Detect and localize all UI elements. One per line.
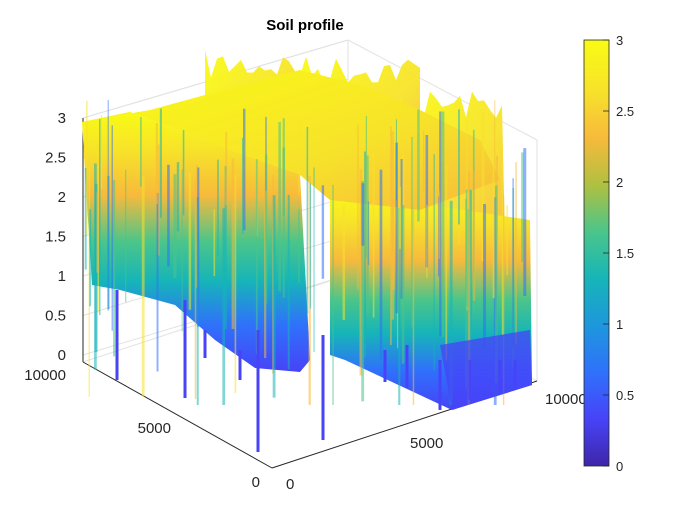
z-tick-label: 3 bbox=[58, 110, 66, 127]
z-tick-label: 1 bbox=[58, 268, 66, 285]
colorbar-tick-label: 0 bbox=[616, 459, 623, 474]
z-tick-label: 1.5 bbox=[45, 229, 66, 246]
y-axis-ticks: 0 5000 10000 bbox=[24, 367, 260, 491]
colorbar-tick-label: 1.5 bbox=[616, 246, 634, 261]
z-tick-label: 0.5 bbox=[45, 308, 66, 325]
z-tick-label: 2.5 bbox=[45, 150, 66, 167]
y-tick-label: 10000 bbox=[24, 367, 66, 384]
colorbar-tick-label: 0.5 bbox=[616, 388, 634, 403]
z-tick-label: 0 bbox=[58, 347, 66, 364]
x-tick-label: 5000 bbox=[410, 435, 443, 452]
y-axis-line bbox=[82, 361, 273, 469]
chart-title: Soil profile bbox=[266, 17, 344, 34]
surface-plot bbox=[82, 50, 532, 452]
colorbar-tick-label: 1 bbox=[616, 317, 623, 332]
colorbar-tick-label: 3 bbox=[616, 33, 623, 48]
y-tick-label: 5000 bbox=[138, 420, 171, 437]
x-tick-label: 10000 bbox=[545, 391, 587, 408]
z-axis-ticks: 0 0.5 1 1.5 2 2.5 3 bbox=[45, 110, 66, 364]
y-tick-label: 0 bbox=[252, 474, 260, 491]
x-axis-ticks: 0 5000 10000 bbox=[286, 391, 587, 493]
grid-line bbox=[347, 39, 538, 141]
colorbar: 0 0.5 1 1.5 2 2.5 3 bbox=[583, 33, 634, 474]
colorbar-ticks: 0 0.5 1 1.5 2 2.5 3 bbox=[603, 33, 634, 474]
surface-base-right bbox=[440, 330, 532, 410]
x-tick-label: 0 bbox=[286, 476, 294, 493]
colorbar-tick-label: 2.5 bbox=[616, 104, 634, 119]
z-tick-label: 2 bbox=[58, 189, 66, 206]
colorbar-tick-label: 2 bbox=[616, 175, 623, 190]
